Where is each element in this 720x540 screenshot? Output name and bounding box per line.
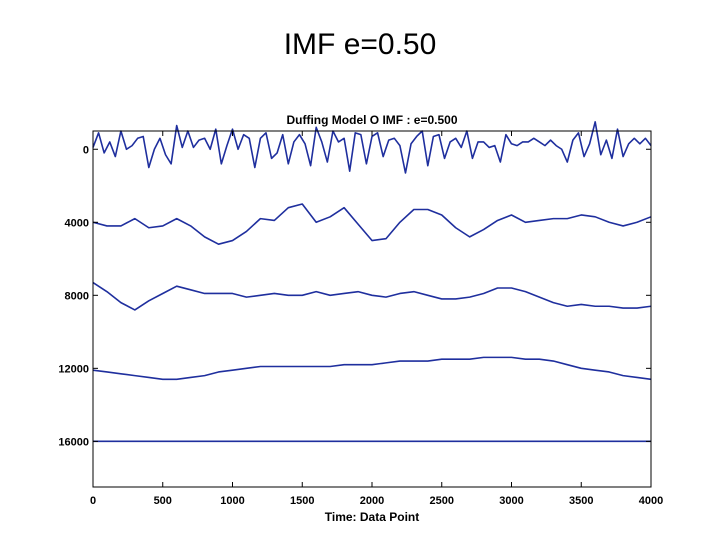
- y-axis-ticks: 0 4000 8000 12000 16000: [58, 144, 651, 448]
- x-tick-label: 4000: [639, 495, 663, 507]
- y-tick-label: 16000: [58, 436, 89, 448]
- x-tick-label: 2500: [430, 495, 454, 507]
- x-tick-label: 0: [90, 495, 96, 507]
- x-tick-label: 1500: [290, 495, 314, 507]
- x-tick-label: 1000: [220, 495, 244, 507]
- y-tick-label: 0: [83, 144, 89, 156]
- x-tick-label: 500: [154, 495, 172, 507]
- y-tick-label: 12000: [58, 363, 89, 375]
- imf-series-2: [92, 203, 652, 245]
- series-layer: [92, 121, 652, 443]
- x-tick-label: 3000: [499, 495, 523, 507]
- y-tick-label: 4000: [65, 217, 89, 229]
- x-tick-label: 2000: [360, 495, 384, 507]
- plot-frame: [92, 130, 652, 488]
- imf-series-3: [92, 281, 652, 311]
- slide-title: IMF e=0.50: [283, 28, 437, 61]
- imf-series-1: [92, 121, 652, 174]
- x-axis-label: Time: Data Point: [325, 510, 419, 524]
- x-tick-label: 3500: [569, 495, 593, 507]
- x-axis-ticks: 0 500 1000 1500 2000 2500 3000 3500 4000: [90, 131, 663, 507]
- chart-title: Duffing Model O IMF : e=0.500: [286, 113, 457, 127]
- imf-series-4: [92, 356, 652, 381]
- y-tick-label: 8000: [65, 290, 89, 302]
